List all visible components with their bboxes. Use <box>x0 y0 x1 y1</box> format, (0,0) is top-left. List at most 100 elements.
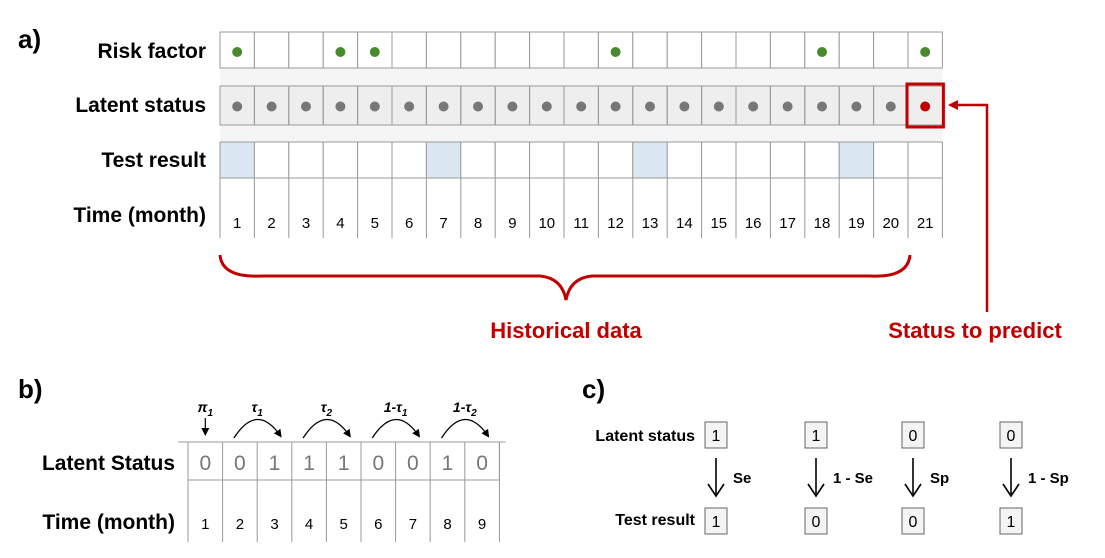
c-down-arrowhead <box>707 483 725 498</box>
predicted-status-dot <box>920 101 931 112</box>
risk-factor-dot <box>920 47 931 57</box>
risk-cell <box>769 31 806 69</box>
c-latent-value: 0 <box>909 428 918 445</box>
risk-cell <box>425 31 462 69</box>
test-cell <box>391 141 427 179</box>
transition-label: τ2 <box>321 399 333 419</box>
b-status-value: 0 <box>234 452 246 475</box>
latent-status-dot <box>645 101 655 112</box>
month-label: 3 <box>302 215 310 232</box>
month-label: 7 <box>439 215 447 232</box>
c-arrow-label: Se <box>733 470 751 487</box>
test-cell-tested <box>632 141 668 179</box>
transition-arc <box>233 418 282 439</box>
panel-a: a) Risk factor Latent status Test result… <box>18 24 1062 343</box>
b-status-value: 0 <box>407 452 419 475</box>
panel-c: c) Latent status Test result 1 1 Se 1 0 1 - S… <box>582 374 1069 535</box>
transition-label: 1-τ2 <box>453 399 477 419</box>
risk-cell <box>529 31 565 69</box>
test-cell-tested <box>838 141 875 179</box>
latent-status-dot <box>713 101 724 112</box>
b-time-value: 8 <box>443 516 451 533</box>
latent-status-dot <box>507 101 518 112</box>
test-cell <box>494 141 531 179</box>
month-label: 18 <box>814 215 831 232</box>
latent-status-dot <box>748 101 759 112</box>
latent-status-dot <box>576 101 587 112</box>
panel-b: b) Latent Status Time (month) 0102131415… <box>18 374 506 542</box>
c-latent-status-label: Latent status <box>595 428 695 445</box>
month-label: 15 <box>710 215 727 232</box>
risk-factor-dot <box>369 47 380 57</box>
test-cell <box>735 141 771 179</box>
predict-pointer-arrow <box>948 100 989 312</box>
historical-data-brace <box>218 254 912 301</box>
test-result-label: Test result <box>101 149 206 172</box>
test-cell <box>907 141 943 179</box>
c-latent-value: 1 <box>712 428 721 445</box>
c-latent-box <box>999 421 1023 449</box>
test-cell <box>701 141 737 179</box>
predicted-status-box <box>905 82 945 129</box>
b-status-value: 1 <box>442 452 454 475</box>
test-cell <box>769 141 806 179</box>
test-cell <box>253 141 290 179</box>
test-cell <box>288 141 324 179</box>
risk-cell <box>563 31 599 69</box>
latent-status-dot <box>266 101 277 112</box>
latent-status-dot <box>679 101 690 112</box>
c-latent-value: 1 <box>812 428 821 445</box>
month-label: 19 <box>848 215 865 232</box>
c-test-value: 0 <box>812 514 821 531</box>
latent-status-dot <box>335 101 346 112</box>
month-label: 12 <box>607 215 624 232</box>
risk-cell <box>666 31 703 69</box>
month-label: 20 <box>882 215 899 232</box>
initial-prob-label: π1 <box>198 399 214 419</box>
c-test-box <box>999 507 1023 535</box>
risk-factor-dot <box>232 47 243 57</box>
risk-factor-dot <box>610 47 621 57</box>
latent-status-dot <box>885 101 896 112</box>
month-label: 14 <box>676 215 693 232</box>
month-label: 1 <box>233 215 241 232</box>
latent-status-dot <box>438 101 449 112</box>
b-status-value: 1 <box>303 452 315 475</box>
latent-status-dot <box>817 101 827 112</box>
panel-a-grid: 1 2 3 4 5 6 7 8 9 10 11 12 13 14 15 16 17 18 19 20 21 <box>219 31 945 238</box>
test-cell <box>529 141 565 179</box>
historical-data-label: Historical data <box>490 318 642 343</box>
b-status-value: 1 <box>338 452 350 475</box>
b-status-value: 0 <box>476 452 488 475</box>
c-down-arrowhead <box>1002 483 1020 498</box>
risk-cell <box>632 31 668 69</box>
transition-label: 1-τ1 <box>384 399 408 419</box>
b-status-value: 0 <box>199 452 211 475</box>
test-cell <box>666 141 703 179</box>
test-cell <box>597 141 634 179</box>
risk-cell <box>460 31 496 69</box>
latent-status-label: Latent status <box>75 94 206 117</box>
panel-b-label: b) <box>18 374 43 404</box>
b-time-value: 2 <box>236 516 244 533</box>
risk-cell <box>701 31 737 69</box>
month-label: 6 <box>405 215 413 232</box>
risk-cell <box>253 31 290 69</box>
month-label: 9 <box>508 215 516 232</box>
latent-status-dot <box>610 101 621 112</box>
transition-arc <box>302 418 351 439</box>
month-label: 4 <box>336 215 344 232</box>
latent-status-dot <box>541 101 552 112</box>
test-cell <box>460 141 496 179</box>
latent-status-dot <box>301 101 311 112</box>
month-label: 16 <box>745 215 762 232</box>
panel-c-label: c) <box>582 374 605 404</box>
risk-factor-label: Risk factor <box>97 40 206 63</box>
c-test-value: 1 <box>1007 514 1016 531</box>
latent-status-dot <box>851 101 862 112</box>
b-status-value: 1 <box>269 452 281 475</box>
b-time-value: 6 <box>374 516 382 533</box>
test-cell <box>357 141 393 179</box>
risk-cell <box>391 31 427 69</box>
c-latent-box <box>901 421 925 449</box>
